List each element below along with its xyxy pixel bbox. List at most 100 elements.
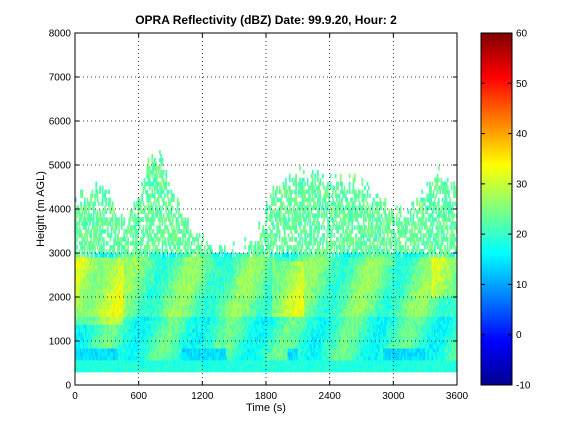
heatmap-cell [127, 237, 129, 242]
heatmap-cell [99, 264, 101, 270]
heatmap-cell [90, 272, 93, 278]
heatmap-cell [82, 284, 85, 290]
heatmap-cell [103, 340, 105, 345]
heatmap-cell [85, 260, 87, 266]
heatmap-cell [127, 284, 129, 290]
heatmap-cell [124, 241, 127, 246]
heatmap-cell [160, 213, 163, 218]
heatmap-cell [82, 340, 85, 345]
heatmap-cell [99, 292, 101, 298]
heatmap-cell [137, 300, 140, 305]
heatmap-cell [87, 336, 90, 341]
heatmap-cell [165, 209, 168, 214]
heatmap-cell [97, 308, 100, 313]
heatmap-cell [145, 205, 147, 210]
heatmap-cell [123, 276, 126, 282]
heatmap-cell [100, 233, 103, 238]
heatmap-cell [125, 324, 128, 329]
heatmap-cell [132, 359, 135, 365]
heatmap-cell [77, 363, 80, 369]
heatmap-cell [133, 280, 136, 286]
heatmap-cell [97, 328, 100, 333]
heatmap-cell [117, 336, 119, 341]
heatmap-cell [92, 340, 95, 345]
heatmap-cell [195, 233, 198, 238]
heatmap-cell [138, 288, 141, 294]
heatmap-cell [92, 316, 95, 321]
heatmap-cell [100, 359, 103, 365]
heatmap-cell [117, 312, 119, 317]
heatmap-cell [127, 320, 129, 325]
heatmap-cell [113, 260, 115, 266]
heatmap-cell [110, 308, 113, 313]
heatmap-cell [129, 284, 132, 290]
heatmap-cell [165, 177, 168, 183]
heatmap-cell [117, 241, 119, 246]
heatmap-cell [90, 363, 93, 369]
heatmap-cell [123, 352, 126, 357]
heatmap-cell [139, 336, 142, 341]
heatmap-cell [136, 320, 138, 325]
heatmap-cell [113, 292, 115, 298]
heatmap-cell [138, 264, 141, 270]
heatmap-cell [108, 344, 110, 349]
heatmap-cell [99, 245, 101, 250]
heatmap-cell [89, 276, 91, 282]
heatmap-cell [95, 260, 98, 266]
heatmap-cell [127, 363, 129, 369]
heatmap-cell [78, 340, 81, 345]
heatmap-cell [104, 332, 107, 337]
heatmap-cell [218, 253, 221, 258]
heatmap-cell [170, 225, 173, 230]
heatmap-cell [113, 264, 115, 270]
heatmap-cell [198, 233, 201, 238]
heatmap-cell [125, 316, 128, 321]
heatmap-cell [141, 181, 143, 187]
heatmap-cell [174, 229, 177, 234]
heatmap-cell [86, 336, 89, 341]
heatmap-cell [86, 340, 89, 345]
heatmap-cell [108, 367, 110, 373]
heatmap-cell [131, 363, 133, 369]
heatmap-cell [75, 284, 77, 290]
heatmap-cell [137, 256, 140, 262]
heatmap-cell [117, 237, 119, 242]
heatmap-cell [117, 288, 119, 294]
heatmap-cell [109, 253, 112, 258]
heatmap-cell [123, 359, 126, 365]
heatmap-cell [117, 359, 119, 365]
heatmap-cell [136, 249, 138, 254]
heatmap-cell [94, 348, 96, 353]
heatmap-cell [80, 229, 82, 234]
heatmap-cell [111, 340, 114, 345]
heatmap-cell [83, 312, 86, 317]
heatmap-cell [97, 217, 100, 222]
heatmap-cell [83, 217, 86, 222]
heatmap-cell [122, 256, 124, 262]
heatmap-cell [142, 225, 145, 230]
heatmap-cell [128, 344, 131, 349]
heatmap-cell [137, 355, 140, 361]
heatmap-cell [127, 280, 129, 286]
heatmap-cell [106, 276, 109, 282]
heatmap-cell [137, 272, 140, 278]
heatmap-cell [103, 296, 105, 302]
heatmap-cell [137, 367, 140, 373]
heatmap-cell [85, 344, 87, 349]
heatmap-cell [147, 161, 150, 167]
heatmap-cell [106, 256, 109, 262]
heatmap-cell [89, 336, 91, 341]
heatmap-cell [76, 237, 79, 242]
heatmap-cell [128, 316, 131, 321]
heatmap-cell [80, 359, 82, 365]
heatmap-cell [138, 292, 141, 298]
heatmap-cell [141, 340, 143, 345]
heatmap-cell [80, 284, 82, 290]
heatmap-cell [110, 336, 113, 341]
heatmap-cell [105, 328, 108, 333]
heatmap-cell [94, 363, 96, 369]
heatmap-cell [108, 272, 110, 278]
heatmap-cell [129, 324, 132, 329]
heatmap-cell [91, 217, 94, 222]
heatmap-cell [86, 367, 89, 373]
